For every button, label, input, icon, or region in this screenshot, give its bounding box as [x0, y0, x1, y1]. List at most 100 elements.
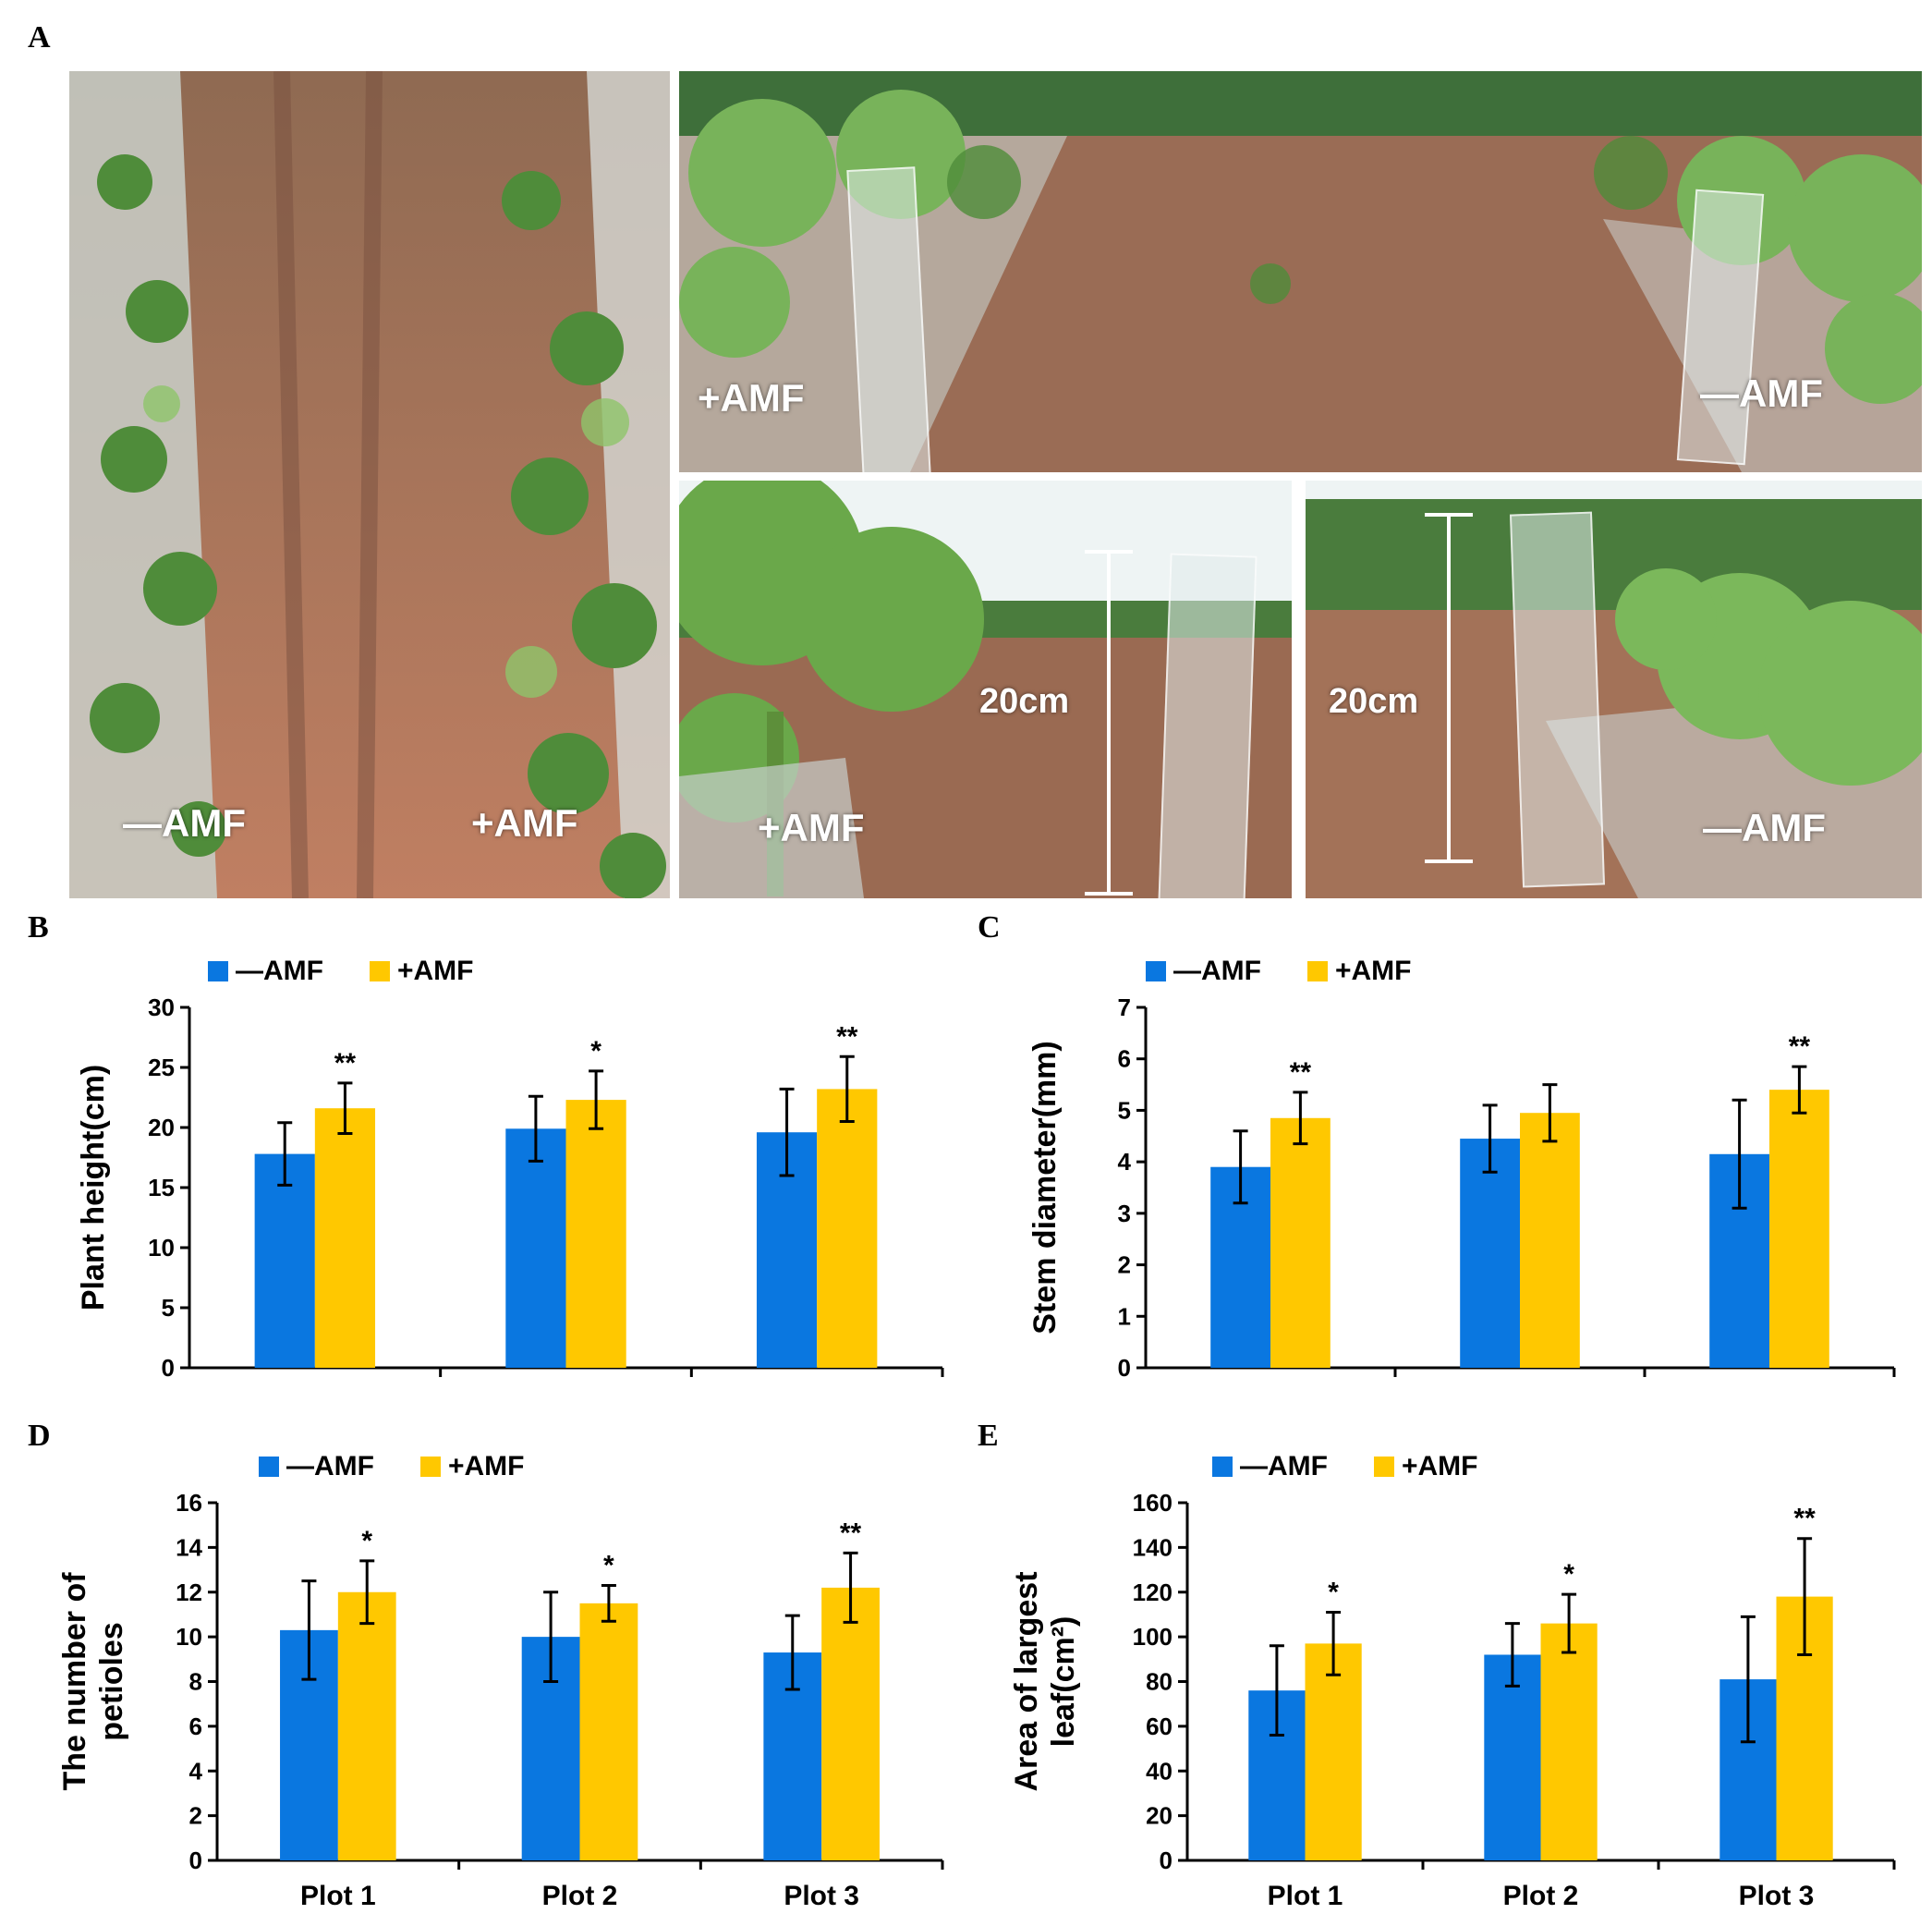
- ruler: [1158, 553, 1258, 898]
- legend-swatch-minus-amf: [1212, 1457, 1233, 1477]
- bar-plus-amf: [821, 1587, 880, 1860]
- significance-mark: *: [361, 1526, 372, 1556]
- y-tick-label: 16: [176, 1489, 202, 1517]
- chart-petioles: 0 2 4 6 8 10 12 14 16 * Plot 1 * Plot 2 ** Plot 3 The n…: [57, 1451, 944, 1911]
- y-tick-label: 8: [189, 1668, 202, 1696]
- legend-swatch-minus-amf: [259, 1457, 279, 1477]
- bar-plus-amf: [1769, 1090, 1829, 1368]
- y-tick-label: 20: [148, 1114, 175, 1141]
- legend-swatch-plus-amf: [1374, 1457, 1394, 1477]
- bar-plus-amf: [1305, 1643, 1362, 1860]
- significance-mark: **: [1290, 1057, 1312, 1088]
- y-axis-label-line: Stem diameter(mm): [1027, 1041, 1063, 1334]
- y-tick-label: 30: [148, 993, 175, 1021]
- bar-plus-amf: [817, 1089, 878, 1368]
- significance-mark: *: [1563, 1559, 1574, 1590]
- y-tick-label: 1: [1118, 1302, 1131, 1330]
- legend-swatch-plus-amf: [370, 961, 390, 981]
- field-photo-minus-closeup: 20cm —AMF: [1306, 481, 1922, 898]
- legend-label-plus-amf: +AMF: [448, 1451, 525, 1481]
- y-tick-label: 100: [1133, 1623, 1173, 1651]
- field-photo-rows: —AMF +AMF: [69, 71, 670, 898]
- y-tick-label: 0: [1160, 1847, 1173, 1874]
- bar-plus-amf: [337, 1591, 396, 1860]
- chart-leaf-area: 0 20 40 60 80 100 120 140 160 * Plot 1 * Plot 2 ** Plo…: [1009, 1451, 1896, 1911]
- panel-letter-e: E: [978, 1419, 999, 1453]
- legend-label-plus-amf: +AMF: [1335, 956, 1412, 986]
- significance-mark: **: [1789, 1031, 1811, 1062]
- y-tick-label: 80: [1146, 1668, 1173, 1696]
- y-tick-label: 140: [1133, 1533, 1173, 1561]
- scale-label: 20cm: [1329, 682, 1419, 721]
- legend-swatch-minus-amf: [1146, 961, 1166, 981]
- legend-swatch-plus-amf: [420, 1457, 441, 1477]
- legend-swatch-minus-amf: [208, 961, 228, 981]
- y-axis-label-line: Plant height(cm): [76, 1065, 111, 1310]
- legend-label-minus-amf: —AMF: [1240, 1451, 1328, 1481]
- y-axis-label-line: leaf(cm²): [1046, 1616, 1081, 1748]
- field-photo-plus-closeup: 20cm +AMF: [679, 481, 1292, 898]
- y-tick-label: 0: [162, 1354, 175, 1382]
- significance-mark: *: [1328, 1578, 1339, 1608]
- x-category-label: Plot 1: [300, 1881, 376, 1911]
- panel-letter-c: C: [978, 910, 1001, 945]
- y-tick-label: 5: [1118, 1096, 1131, 1124]
- photo-label-minus-amf: —AMF: [1703, 806, 1826, 849]
- y-tick-label: 160: [1133, 1489, 1173, 1517]
- y-axis-label: The number of petioles: [57, 1572, 129, 1791]
- photo-label-plus-amf: +AMF: [758, 806, 865, 849]
- legend-swatch-plus-amf: [1307, 961, 1328, 981]
- y-axis-label-line: petioles: [94, 1622, 129, 1740]
- panel-letter-a: A: [28, 20, 51, 55]
- significance-mark: *: [590, 1036, 601, 1067]
- y-tick-label: 60: [1146, 1713, 1173, 1740]
- y-axis-label: Area of largest leaf(cm²): [1009, 1571, 1081, 1791]
- bar-plus-amf: [579, 1603, 638, 1860]
- legend-label-minus-amf: —AMF: [1173, 956, 1261, 986]
- y-tick-label: 7: [1118, 993, 1131, 1021]
- legend-label-plus-amf: +AMF: [397, 956, 474, 986]
- bar-minus-amf: [254, 1153, 315, 1368]
- bar-plus-amf: [565, 1100, 626, 1368]
- minus-closeup-illustration: [1306, 481, 1922, 898]
- bar-minus-amf: [1460, 1139, 1520, 1368]
- y-tick-label: 20: [1146, 1802, 1173, 1830]
- ruler: [1509, 511, 1606, 888]
- y-tick-label: 3: [1118, 1200, 1131, 1227]
- x-category-label: Plot 2: [542, 1881, 618, 1911]
- y-tick-label: 40: [1146, 1757, 1173, 1785]
- significance-mark: **: [1793, 1504, 1816, 1534]
- photo-label-plus-amf: +AMF: [698, 376, 805, 420]
- y-axis-label: Plant height(cm): [76, 1065, 111, 1310]
- x-category-label: Plot 3: [1739, 1881, 1815, 1911]
- y-tick-label: 2: [189, 1802, 202, 1830]
- bar-minus-amf: [1484, 1654, 1541, 1860]
- x-category-label: Plot 1: [1268, 1881, 1343, 1911]
- panel-letter-d: D: [28, 1419, 51, 1453]
- y-tick-label: 6: [1118, 1045, 1131, 1073]
- y-axis-label-line: Area of largest: [1009, 1571, 1044, 1791]
- photo-label-plus-amf: +AMF: [471, 801, 578, 845]
- scale-label: 20cm: [979, 682, 1070, 721]
- bar-plus-amf: [1540, 1623, 1598, 1860]
- y-tick-label: 0: [1118, 1354, 1131, 1382]
- y-axis-label: Stem diameter(mm): [1027, 1041, 1063, 1334]
- y-tick-label: 4: [1118, 1148, 1132, 1176]
- bar-plus-amf: [1520, 1113, 1580, 1368]
- y-tick-label: 5: [162, 1294, 175, 1322]
- scale-bar: [1425, 513, 1473, 863]
- legend-label-plus-amf: +AMF: [1402, 1451, 1478, 1481]
- legend-label-minus-amf: —AMF: [286, 1451, 374, 1481]
- y-tick-label: 10: [176, 1623, 202, 1651]
- chart-stem-diameter: 0 1 2 3 4 5 6 7 ** ** Stem diameter(mm) —AMF +AMF: [1027, 956, 1896, 1382]
- field-rows-illustration: [69, 71, 670, 898]
- significance-mark: **: [840, 1518, 862, 1548]
- significance-mark: **: [836, 1021, 858, 1052]
- y-tick-label: 120: [1133, 1579, 1173, 1606]
- bar-minus-amf: [505, 1128, 566, 1368]
- y-tick-label: 0: [189, 1847, 202, 1874]
- legend-label-minus-amf: —AMF: [236, 956, 323, 986]
- bar-plus-amf: [314, 1108, 376, 1368]
- y-tick-label: 10: [148, 1234, 175, 1262]
